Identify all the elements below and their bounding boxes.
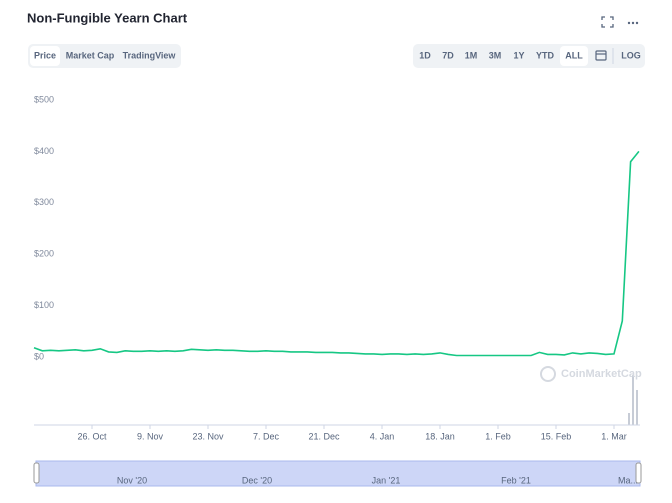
x-tick-label: 21. Dec bbox=[308, 431, 340, 441]
x-tick-label: 7. Dec bbox=[253, 431, 280, 441]
x-tick-label: 1. Mar bbox=[601, 431, 627, 441]
price-line bbox=[33, 150, 640, 357]
x-tick-label: 1. Feb bbox=[485, 431, 511, 441]
y-tick-label: $100 bbox=[34, 300, 54, 310]
y-tick-label: $200 bbox=[34, 249, 54, 259]
y-tick-label: $0 bbox=[34, 351, 44, 361]
range-button[interactable]: YTD bbox=[536, 50, 555, 60]
range-button[interactable]: 7D bbox=[442, 50, 454, 60]
log-button[interactable]: LOG bbox=[621, 50, 641, 60]
calendar-icon[interactable] bbox=[595, 50, 607, 61]
more-icon[interactable] bbox=[627, 21, 639, 25]
tab[interactable]: Market Cap bbox=[66, 50, 115, 60]
chart-title: Non-Fungible Yearn Chart bbox=[27, 10, 188, 25]
range-button[interactable]: ALL bbox=[565, 50, 583, 60]
x-tick-label: 4. Jan bbox=[370, 431, 395, 441]
x-tick-label: 18. Jan bbox=[425, 431, 455, 441]
y-tick-label: $400 bbox=[34, 146, 54, 156]
navigator-label: Jan '21 bbox=[372, 475, 401, 485]
range-button[interactable]: 3M bbox=[489, 50, 502, 60]
x-tick-label: 9. Nov bbox=[137, 431, 164, 441]
range-button[interactable]: 1D bbox=[419, 50, 431, 60]
y-tick-label: $500 bbox=[34, 94, 54, 104]
y-tick-label: $300 bbox=[34, 197, 54, 207]
range-button[interactable]: 1M bbox=[465, 50, 478, 60]
tab-group bbox=[28, 44, 181, 68]
navigator-handle[interactable] bbox=[635, 462, 642, 484]
navigator-label: Ma... bbox=[618, 475, 638, 485]
toolbar-icons[interactable] bbox=[601, 16, 614, 28]
navigator-label: Feb '21 bbox=[501, 475, 531, 485]
tab[interactable]: Price bbox=[34, 50, 56, 60]
x-tick-label: 23. Nov bbox=[192, 431, 224, 441]
x-tick-label: 26. Oct bbox=[77, 431, 107, 441]
active-tab bbox=[30, 46, 60, 66]
x-tick-label: 15. Feb bbox=[541, 431, 572, 441]
navigator-label: Nov '20 bbox=[117, 475, 147, 485]
volume-bars bbox=[628, 375, 638, 425]
watermark-logo bbox=[540, 366, 556, 382]
navigator-handle[interactable] bbox=[33, 462, 40, 484]
tab[interactable]: TradingView bbox=[123, 50, 177, 60]
active-range bbox=[560, 46, 588, 66]
navigator-label: Dec '20 bbox=[242, 475, 272, 485]
range-button[interactable]: 1Y bbox=[513, 50, 524, 60]
watermark: CoinMarketCap bbox=[561, 368, 642, 380]
